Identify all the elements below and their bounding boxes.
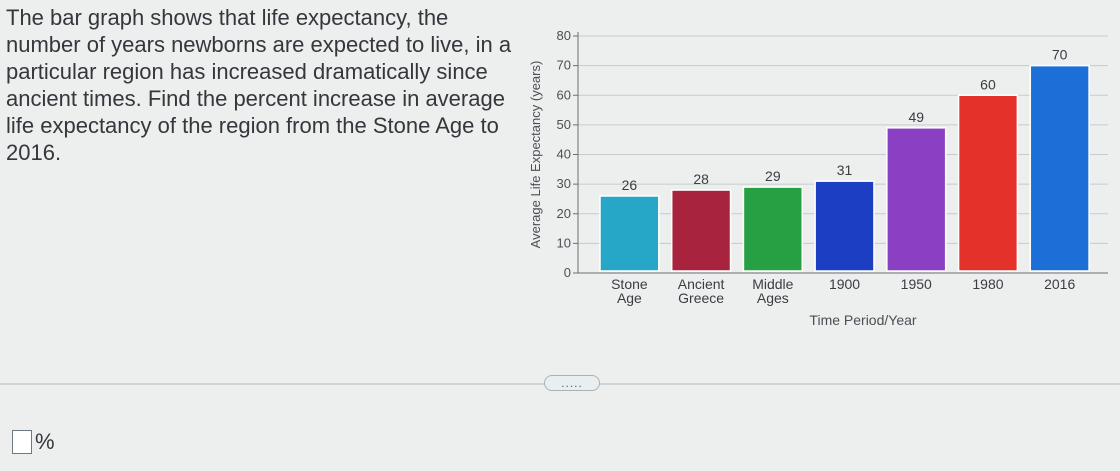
bar: [599, 195, 660, 272]
answer-row: %: [12, 430, 55, 454]
y-tick-label: 70: [557, 58, 571, 73]
y-tick-label: 0: [564, 265, 571, 280]
x-tick-label: Ages: [757, 290, 789, 306]
bar: [1029, 64, 1090, 272]
y-tick-label: 20: [557, 206, 571, 221]
y-tick-label: 80: [557, 28, 571, 43]
bar-value-label: 29: [765, 168, 781, 184]
bar-value-label: 28: [693, 171, 709, 187]
y-tick-label: 30: [557, 176, 571, 191]
bar-value-label: 31: [837, 162, 853, 178]
x-tick-label: Ancient: [678, 276, 725, 292]
answer-input[interactable]: [12, 430, 32, 454]
x-tick-label: Greece: [678, 290, 724, 306]
y-tick-label: 10: [557, 235, 571, 250]
bar: [742, 186, 803, 272]
x-tick-label: Stone: [611, 276, 648, 292]
bar-value-label: 60: [980, 76, 996, 92]
y-tick-labels: 0 10 20 30 40 50 60 70 80: [557, 28, 571, 280]
x-tick-label: Age: [617, 290, 642, 306]
x-axis-label: Time Period/Year: [809, 312, 916, 328]
bar: [814, 180, 875, 272]
x-tick-label: 1980: [972, 276, 1003, 292]
bar-value-label: 49: [908, 109, 924, 125]
bar: [957, 94, 1019, 272]
y-tick-label: 40: [557, 147, 571, 162]
answer-unit: %: [35, 429, 55, 454]
x-tick-label: 2016: [1044, 276, 1075, 292]
bars: [599, 64, 1090, 272]
more-options-button[interactable]: .....: [544, 375, 600, 391]
bar-value-labels: 26 28 29 31 49 60 70: [622, 47, 1068, 193]
bar-value-label: 70: [1052, 47, 1068, 63]
x-tick-label: Middle: [752, 276, 793, 292]
bar-value-label: 26: [622, 177, 638, 193]
x-tick-label: 1950: [901, 276, 932, 292]
axes: [573, 32, 1108, 274]
y-axis-label: Average Life Expectancy (years): [528, 61, 543, 249]
bar: [670, 189, 732, 272]
y-tick-label: 60: [557, 87, 571, 102]
x-tick-label: 1900: [829, 276, 860, 292]
bar: [886, 127, 947, 272]
y-tick-label: 50: [557, 117, 571, 132]
question-text: The bar graph shows that life expectancy…: [6, 5, 512, 165]
